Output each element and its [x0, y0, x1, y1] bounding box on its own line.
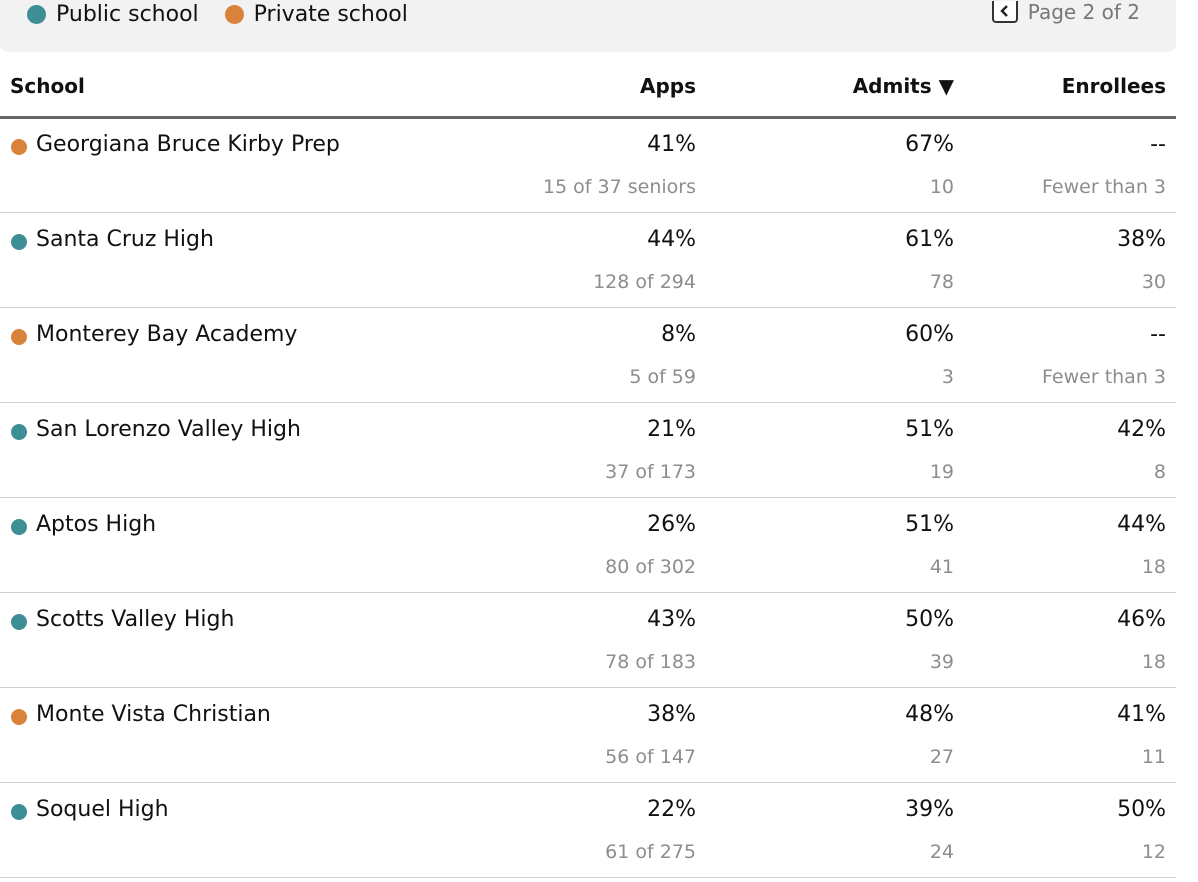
enrollees-percent: 50% — [1117, 797, 1166, 822]
enrollees-count: 11 — [1141, 746, 1166, 768]
school-name: Monterey Bay Academy — [36, 322, 298, 347]
apps-percent: 38% — [647, 702, 696, 727]
school-name: Aptos High — [36, 512, 157, 537]
legend-item-private: Private school — [224, 1, 408, 27]
enrollees-count: Fewer than 3 — [1042, 176, 1166, 198]
apps-percent: 8% — [661, 322, 696, 347]
admits-count: 78 — [929, 271, 954, 293]
column-header-apps[interactable]: Apps — [639, 74, 696, 98]
apps-count: 80 of 302 — [605, 556, 696, 578]
enrollees-count: 18 — [1141, 556, 1166, 578]
legend-bar: Public school Private school Page 2 of 2 — [0, 0, 1176, 52]
previous-page-button[interactable] — [991, 1, 1018, 23]
enrollees-count: 12 — [1141, 841, 1166, 863]
column-header-enrollees[interactable]: Enrollees — [1061, 74, 1166, 98]
apps-percent: 26% — [647, 512, 696, 537]
enrollees-count: 8 — [1153, 461, 1166, 483]
enrollees-percent: -- — [1150, 132, 1166, 157]
admits-percent: 51% — [905, 512, 954, 537]
school-name: Georgiana Bruce Kirby Prep — [36, 132, 340, 157]
public-school-dot-icon — [11, 804, 27, 820]
chevron-left-icon — [1000, 5, 1008, 17]
table-row: Monte Vista Christian 38% 56 of 147 48% 27 41… — [0, 688, 1176, 783]
enrollees-count: 30 — [1141, 271, 1166, 293]
column-header-admits-sorted[interactable]: Admits ▼ — [852, 74, 954, 98]
admits-percent: 48% — [905, 702, 954, 727]
school-name: Soquel High — [36, 797, 169, 822]
table-row: Georgiana Bruce Kirby Prep 41% 15 of 37 se… — [0, 118, 1176, 213]
admits-count: 24 — [929, 841, 954, 863]
apps-count: 128 of 294 — [593, 271, 696, 293]
table-row: San Lorenzo Valley High 21% 37 of 173 51% 19… — [0, 403, 1176, 498]
enrollees-count: 18 — [1141, 651, 1166, 673]
enrollees-percent: 44% — [1117, 512, 1166, 537]
table-row: Scotts Valley High 43% 78 of 183 50% 39 46% 18 — [0, 593, 1176, 688]
private-school-dot-icon — [11, 329, 27, 345]
enrollees-count: Fewer than 3 — [1042, 366, 1166, 388]
admits-count: 19 — [929, 461, 954, 483]
apps-count: 78 of 183 — [605, 651, 696, 673]
admits-percent: 60% — [905, 322, 954, 347]
legend-item-public: Public school — [27, 2, 199, 27]
apps-percent: 21% — [647, 417, 696, 442]
apps-percent: 41% — [647, 132, 696, 157]
table-row: Aptos High 26% 80 of 302 51% 41 44% 18 — [0, 498, 1176, 593]
school-name: Santa Cruz High — [36, 227, 214, 252]
enrollees-percent: 42% — [1117, 417, 1166, 442]
apps-count: 15 of 37 seniors — [542, 176, 696, 198]
legend-label: Private school — [253, 1, 408, 27]
apps-percent: 22% — [647, 797, 696, 822]
public-school-dot-icon — [11, 614, 27, 630]
admits-count: 39 — [929, 651, 954, 673]
school-name: Scotts Valley High — [36, 607, 235, 632]
apps-count: 5 of 59 — [629, 366, 696, 388]
public-school-dot-icon — [11, 234, 27, 250]
admits-count: 27 — [929, 746, 954, 768]
apps-percent: 43% — [647, 607, 696, 632]
admits-count: 41 — [929, 556, 954, 578]
table-row: Santa Cruz High 44% 128 of 294 61% 78 38% 30 — [0, 213, 1176, 308]
admits-percent: 61% — [905, 227, 954, 252]
enrollees-percent: 41% — [1117, 702, 1166, 727]
private-school-dot-icon — [224, 4, 244, 24]
admits-count: 3 — [941, 366, 954, 388]
private-school-dot-icon — [11, 709, 27, 725]
legend: Public school Private school — [27, 0, 434, 28]
page-indicator: Page 2 of 2 — [1027, 0, 1140, 24]
table-row: Soquel High 22% 61 of 275 39% 24 50% 12 — [0, 783, 1176, 878]
admits-percent: 51% — [905, 417, 954, 442]
table-body: Georgiana Bruce Kirby Prep 41% 15 of 37 se… — [0, 118, 1176, 878]
public-school-dot-icon — [11, 424, 27, 440]
enrollees-percent: 46% — [1117, 607, 1166, 632]
legend-label: Public school — [56, 1, 199, 27]
apps-count: 61 of 275 — [605, 841, 696, 863]
admits-percent: 39% — [905, 797, 954, 822]
column-header-school[interactable]: School — [10, 74, 85, 98]
apps-percent: 44% — [647, 227, 696, 252]
school-name: San Lorenzo Valley High — [36, 417, 301, 442]
public-school-dot-icon — [27, 4, 46, 24]
private-school-dot-icon — [11, 139, 27, 155]
apps-count: 56 of 147 — [605, 746, 696, 768]
table-header: School Apps Admits ▼ Enrollees — [0, 70, 1176, 119]
enrollees-percent: 38% — [1117, 227, 1166, 252]
table-row: Monterey Bay Academy 8% 5 of 59 60% 3 -- Fewer… — [0, 308, 1176, 403]
enrollees-percent: -- — [1150, 322, 1166, 347]
public-school-dot-icon — [11, 519, 27, 535]
apps-count: 37 of 173 — [605, 461, 696, 483]
admits-percent: 67% — [905, 132, 954, 157]
school-name: Monte Vista Christian — [36, 702, 271, 727]
admits-percent: 50% — [905, 607, 954, 632]
pagination: Page 2 of 2 — [991, 0, 1140, 24]
admits-count: 10 — [929, 176, 954, 198]
